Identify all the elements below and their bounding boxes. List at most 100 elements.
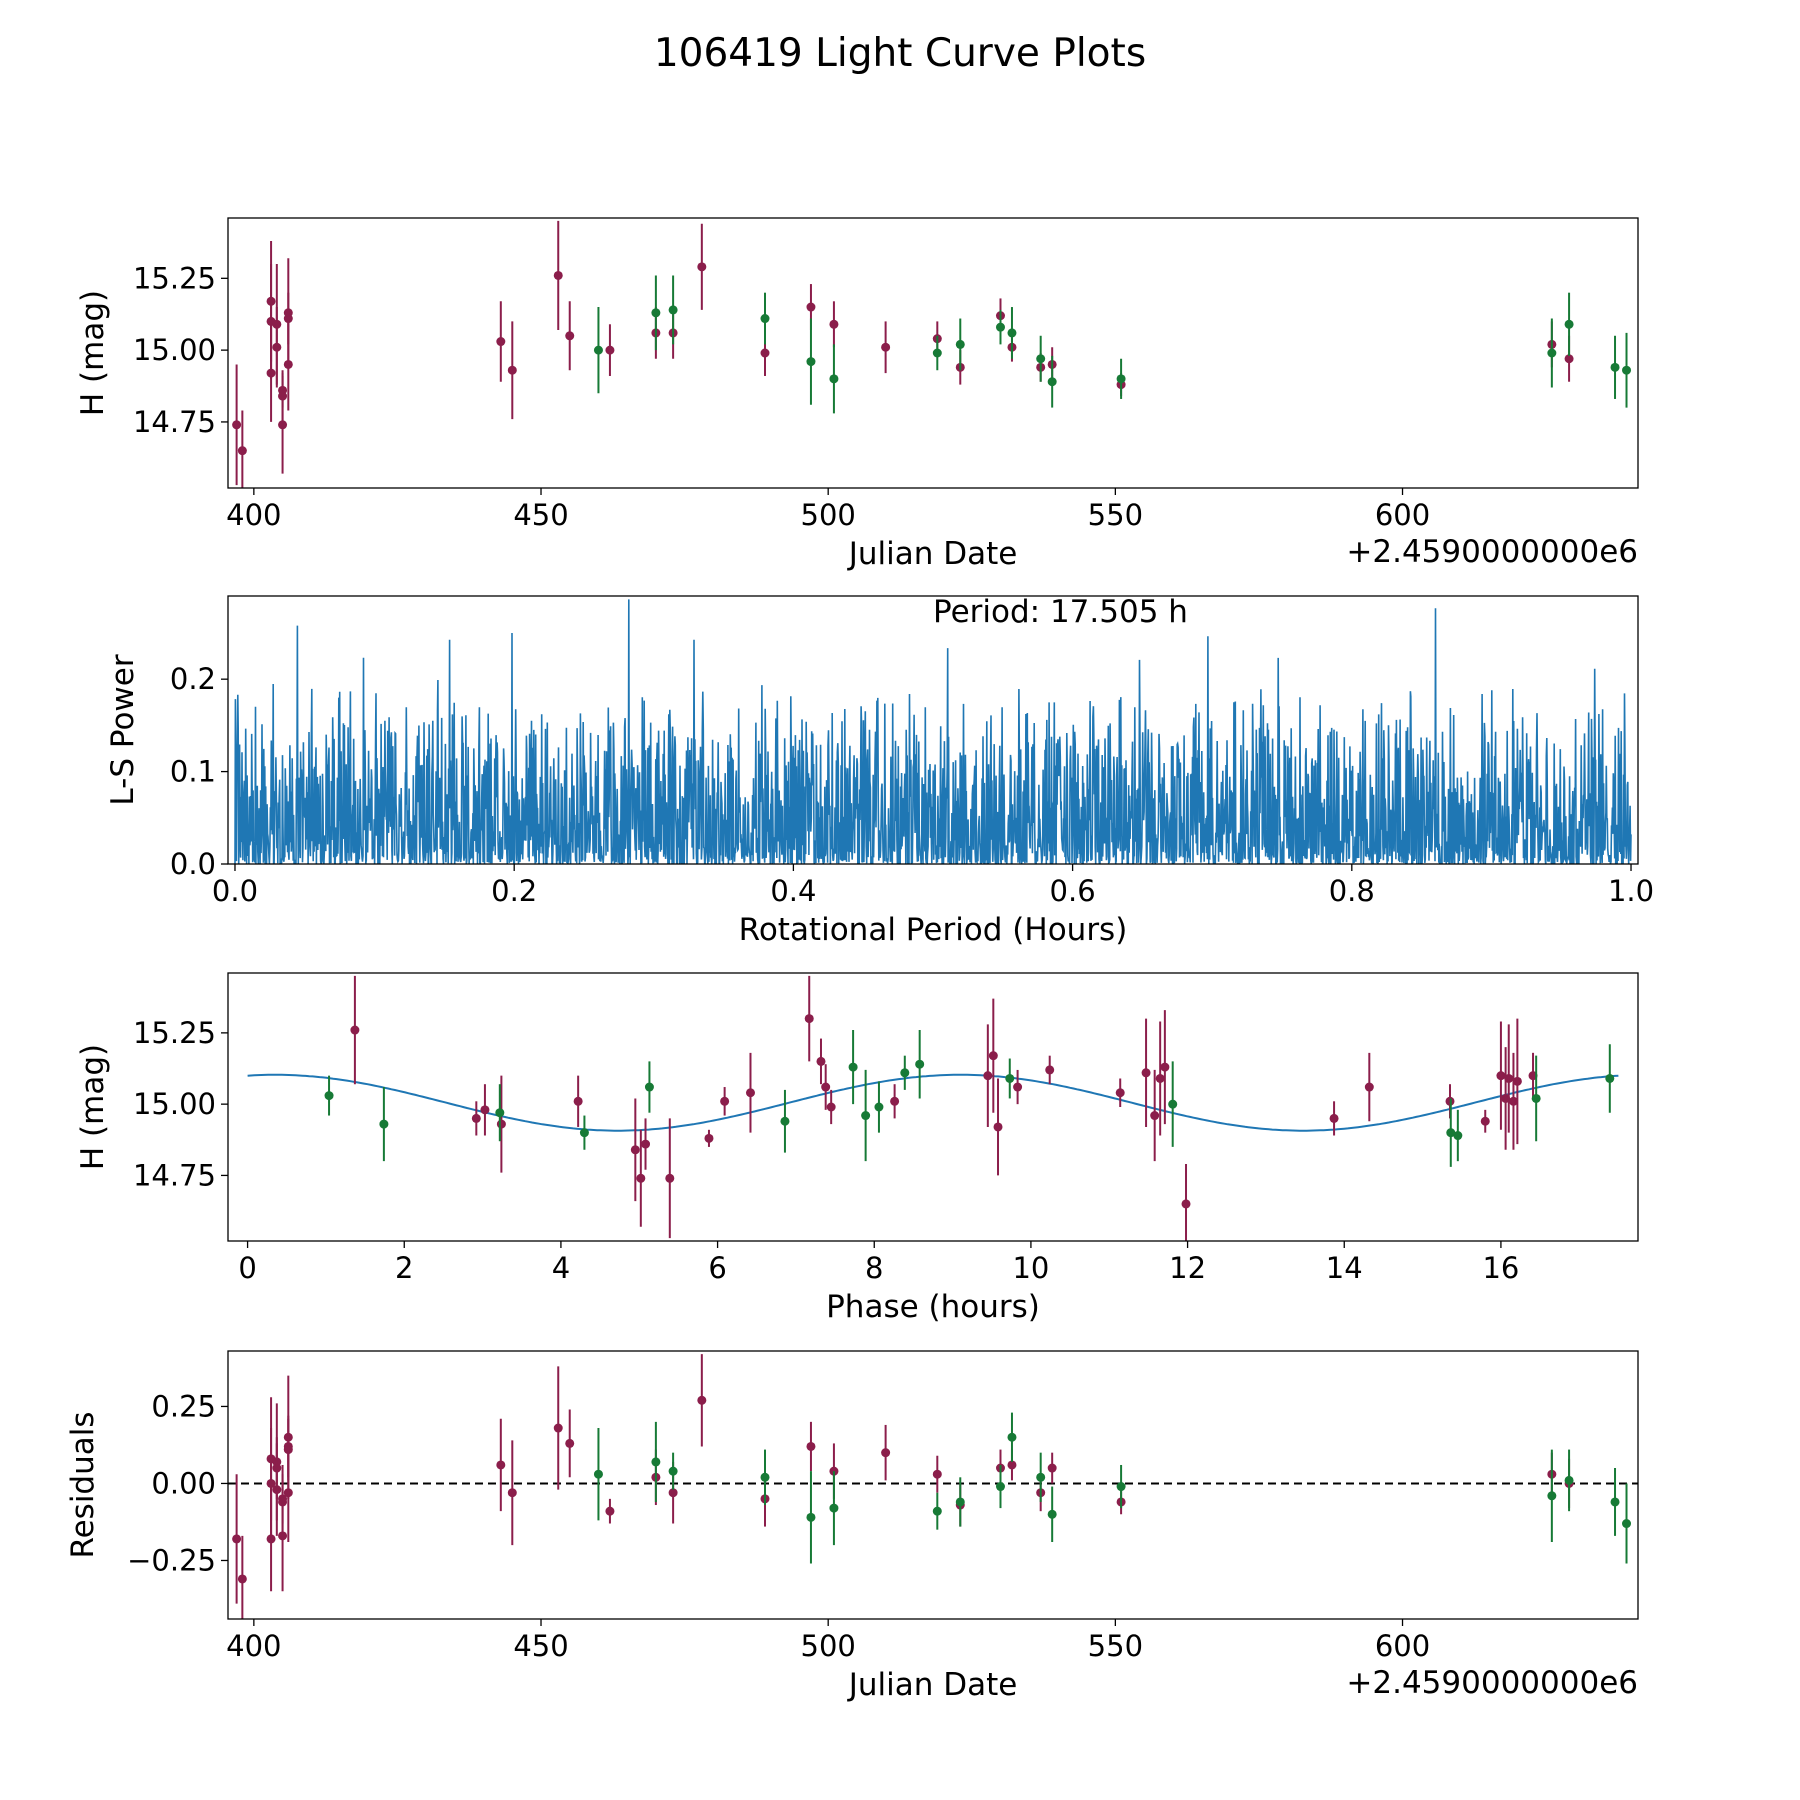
data-point: [780, 1116, 790, 1126]
data-point: [480, 1105, 490, 1115]
x-tick-label: 550: [1088, 498, 1143, 532]
data-point: [644, 1082, 654, 1092]
y-tick-label: 15.25: [133, 1016, 216, 1050]
data-point: [1013, 1082, 1023, 1092]
data-point: [495, 1108, 505, 1118]
panel-phase-folded: 0 2 4 6 8 10 12 14 16 14.75 15.00 15.25 Phase (hours…: [75, 972, 1639, 1325]
data-point: [995, 322, 1005, 332]
data-point: [932, 348, 942, 358]
phase-folded-plot-area: [247, 975, 1619, 1241]
data-point: [1564, 354, 1574, 364]
data-point: [496, 1119, 506, 1129]
x-offset-label: +2.4590000000e6: [1346, 1665, 1638, 1701]
data-point: [1036, 354, 1046, 364]
data-point: [720, 1096, 730, 1106]
data-point: [816, 1056, 826, 1066]
x-tick-label: 0.0: [212, 874, 258, 908]
data-point: [237, 1574, 247, 1584]
x-tick-label: 450: [513, 498, 568, 532]
data-point: [237, 446, 247, 456]
data-point: [1605, 1073, 1615, 1083]
data-point: [1547, 1491, 1557, 1501]
data-point: [324, 1091, 334, 1101]
data-point: [272, 1485, 282, 1495]
x-axis-label: Phase (hours): [826, 1289, 1040, 1325]
y-tick-label: 15.00: [133, 333, 216, 367]
x-tick-label: 2: [395, 1251, 413, 1285]
data-point: [283, 1488, 293, 1498]
data-point: [1007, 1432, 1017, 1442]
data-point: [1181, 1199, 1191, 1209]
y-tick-label: 0.1: [170, 755, 216, 789]
data-point: [565, 1438, 575, 1448]
data-point: [1564, 319, 1574, 329]
figure-title: 106419 Light Curve Plots: [654, 31, 1146, 76]
x-tick-label: 0.8: [1329, 874, 1375, 908]
data-point: [881, 1448, 891, 1458]
series-green: [593, 275, 1632, 414]
x-tick-label: 14: [1326, 1251, 1363, 1285]
data-point: [1329, 1113, 1339, 1123]
panel-residuals: 400 450 500 550 600 −0.25 0.00 0.25 Julian Date R…: [65, 1350, 1639, 1703]
data-point: [266, 1478, 276, 1488]
data-point: [278, 1531, 288, 1541]
x-tick-label: 1.0: [1608, 874, 1654, 908]
x-tick-label: 400: [226, 1629, 281, 1663]
data-point: [507, 1488, 517, 1498]
data-point: [861, 1111, 871, 1121]
x-tick-label: 450: [513, 1629, 568, 1663]
x-tick-label: 6: [708, 1251, 726, 1285]
y-axis-label: Residuals: [65, 1411, 101, 1558]
y-axis-label: L-S Power: [105, 654, 141, 805]
data-point: [1531, 1093, 1541, 1103]
data-point: [697, 262, 707, 272]
x-tick-label: 0.6: [1050, 874, 1096, 908]
data-point: [1446, 1128, 1456, 1138]
data-point: [1508, 1096, 1518, 1106]
data-point: [932, 1506, 942, 1516]
y-tick-label: 0.00: [151, 1466, 216, 1500]
y-tick-label: 15.00: [133, 1087, 216, 1121]
data-point: [890, 1096, 900, 1106]
data-point: [1512, 1076, 1522, 1086]
panel-periodogram: 0.0 0.2 0.4 0.6 0.8 1.0 0.0 0.1 0.2 Rotational Pe…: [105, 594, 1654, 948]
data-point: [1155, 1073, 1165, 1083]
y-tick-label: 14.75: [133, 405, 216, 439]
x-tick-label: 0: [238, 1251, 256, 1285]
x-tick-label: 0.4: [770, 874, 816, 908]
data-point: [1047, 1509, 1057, 1519]
x-tick-label: 0.2: [491, 874, 537, 908]
y-tick-label: 0.2: [170, 662, 216, 696]
data-point: [829, 1503, 839, 1513]
residuals-axes-frame: [227, 1350, 1639, 1620]
data-point: [760, 1472, 770, 1482]
data-point: [573, 1096, 583, 1106]
data-point: [1045, 1065, 1055, 1075]
data-point: [881, 342, 891, 352]
period-annotation: Period: 17.505 h: [933, 594, 1188, 630]
data-point: [1150, 1111, 1160, 1121]
data-point: [826, 1102, 836, 1112]
data-point: [471, 1113, 481, 1123]
periodogram-plot-area: [234, 599, 1632, 864]
data-point: [593, 345, 603, 355]
series-red: [232, 220, 1574, 488]
periodogram-axes-frame: [227, 595, 1639, 865]
data-point: [379, 1119, 389, 1129]
x-tick-label: 10: [1012, 1251, 1049, 1285]
data-point: [1364, 1082, 1374, 1092]
data-point: [760, 314, 770, 324]
data-point: [1622, 1519, 1632, 1529]
data-point: [605, 345, 615, 355]
panel-light-curve: 400 450 500 550 600 14.75 15.00 15.25 Julian Dat…: [75, 217, 1639, 572]
phase-folded-axes-frame: [227, 972, 1639, 1242]
data-point: [651, 1457, 661, 1467]
data-point: [804, 1014, 814, 1024]
data-point: [704, 1133, 714, 1143]
data-point: [760, 348, 770, 358]
x-tick-label: 4: [552, 1251, 570, 1285]
series-red: [350, 975, 1538, 1241]
data-point: [932, 1469, 942, 1479]
